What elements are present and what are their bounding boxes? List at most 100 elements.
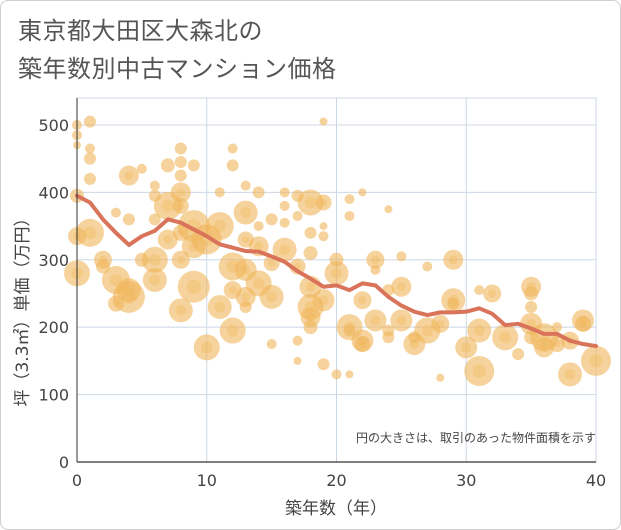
bubble-point-core [186,279,201,294]
average-price-line [75,193,598,349]
x-tick-label: 10 [197,471,217,490]
bubble-point-core [553,340,561,348]
bubble-point-core [149,253,161,266]
bubble-point [279,187,290,198]
bubble-point [512,348,525,361]
bubble-point-core [564,368,576,380]
bubble-point [253,221,264,232]
bubble-point [318,231,329,242]
bubble-point [483,284,502,303]
bubble-point-core [268,259,276,267]
bubble-point-core [109,273,123,287]
bubble-point [431,314,450,333]
bubble-point-core [266,291,278,303]
bubble-point [354,336,371,353]
bubble-point-core [304,196,317,209]
bubble-point [207,294,232,319]
bubble-point-core [306,312,316,322]
bubble-point [581,345,611,376]
bubble-point-core [213,219,227,233]
bubble-point-core [579,320,587,328]
bubble-point [118,165,139,186]
bubble-point-core [226,324,239,337]
bubble-point [193,334,220,361]
bubble-point-core [149,274,161,286]
bubble-point-core [319,198,328,207]
bubble-point [391,276,412,297]
chart-title: 東京都大田区大森北の 築年数別中古マンション価格 [18,12,337,88]
bubble-point [237,231,254,248]
bubble-point [443,249,464,270]
bubble-point [279,217,290,228]
bubble-point [110,207,121,218]
bubble-point [525,300,538,313]
bubble-point [455,336,478,359]
y-tick-label: 500 [38,116,69,135]
bubble-point [384,205,393,214]
bubble-point-core [472,364,486,378]
bubble-point [116,278,141,303]
bubble-point [226,159,239,172]
bubble-point-core [177,229,185,237]
bubble-point [329,252,344,267]
bubble-point [345,370,354,379]
bubble-size-note: 円の大きさは、取引のあった物件面積を示す [356,430,596,445]
bubble-point [174,142,187,155]
bubble-point-core [161,199,175,213]
bubble-point [122,213,135,226]
bubble-point [177,270,210,303]
bubble-point [358,188,367,197]
bubble-point [227,143,238,154]
x-tick-label: 40 [586,471,606,490]
bubble-point-core [396,315,407,326]
bubble-point [344,210,355,221]
bubble-point [534,337,555,358]
bubble-point-core [241,292,251,302]
bubble-point [474,285,485,296]
bubble-point [168,298,193,323]
bubble-point [291,189,304,202]
bubble-point [265,213,278,226]
bubble-point-core [176,255,185,264]
bubble-point [279,200,290,211]
bubble-point-core [396,282,406,292]
bubble-point [293,356,302,365]
bubble-point-core [305,281,316,292]
bubble-point [331,369,342,380]
bubble-point-core [358,296,367,305]
bubble-point [174,156,187,169]
bubble-point [408,331,421,344]
bubble-point [83,172,96,185]
bubble-point-core [421,324,434,337]
bubble-point [292,335,303,346]
bubble-point-core [214,301,226,313]
bubble-point [304,226,317,239]
bubble-point [174,169,187,182]
bubble-point [558,362,583,387]
bubble-point [524,286,539,301]
bubble-point [219,317,246,344]
bubble-point [240,180,251,191]
bubble-point [396,251,407,262]
bubble-point [107,295,124,312]
bubble-point-core [240,264,251,275]
bubble-point-core [188,240,200,252]
bubble-point [353,291,372,310]
bubble-point [312,289,335,312]
y-axis-label: 坪（3.3㎡）単価（万円） [13,209,33,406]
bubble-point-core [200,341,213,354]
bubble-point-core [177,202,185,210]
bubble-point-core [358,340,367,348]
bubble-point [172,197,189,214]
bubble-point-core [240,207,252,218]
bubble-point [84,143,95,154]
bubble-point [300,307,321,328]
bubble-point-core [124,171,134,181]
bubble-point [148,189,161,202]
y-tick-label: 100 [38,386,69,405]
bubble-point [524,330,539,345]
bubble-point-core [163,235,173,245]
bubble-point [319,222,328,231]
bubble-point-core [473,325,485,336]
